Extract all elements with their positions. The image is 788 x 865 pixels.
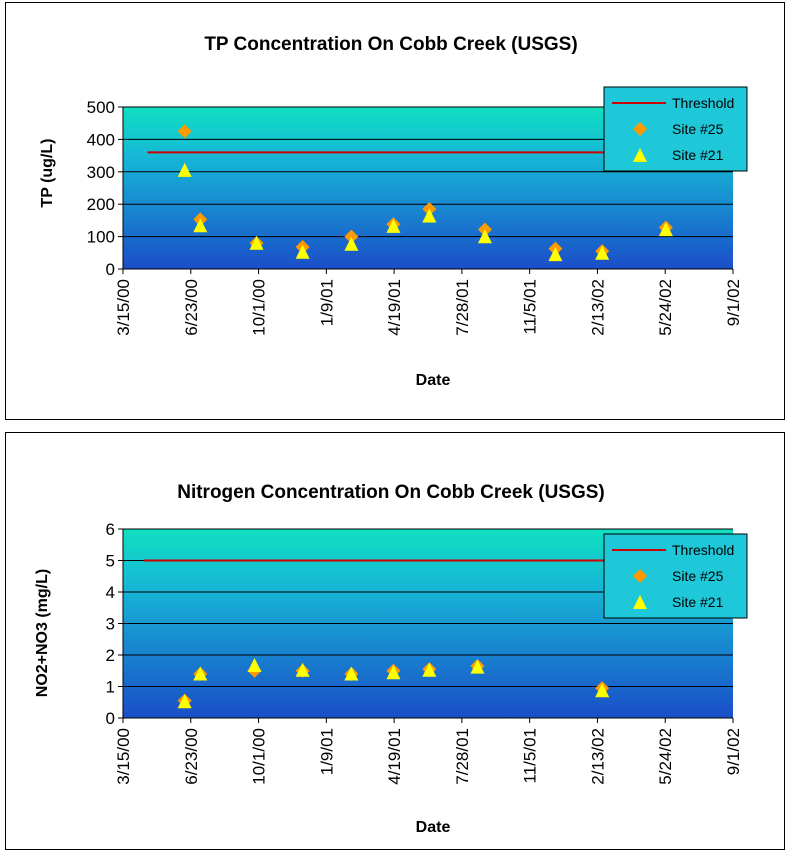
- x-tick-label: 9/1/02: [724, 728, 743, 775]
- x-tick-label: 2/13/02: [588, 279, 607, 336]
- chart-title: TP Concentration On Cobb Creek (USGS): [204, 34, 577, 55]
- chart-title: Nitrogen Concentration On Cobb Creek (US…: [177, 482, 605, 503]
- legend-box: [603, 533, 748, 619]
- x-tick-label: 3/15/00: [114, 279, 133, 336]
- data-point-site-21: [595, 683, 610, 698]
- data-point-site-21: [249, 235, 264, 250]
- y-tick-label: 4: [106, 583, 115, 602]
- y-tick-label: 300: [87, 163, 115, 182]
- tp-chart-panel: TP Concentration On Cobb Creek (USGS) TP…: [5, 2, 785, 420]
- x-tick-label: 9/1/02: [724, 279, 743, 326]
- x-tick-label: 5/24/02: [656, 728, 675, 785]
- x-tick-label: 11/5/01: [521, 279, 540, 334]
- legend-label: Threshold: [672, 95, 734, 111]
- legend-box: [603, 86, 748, 172]
- legend-label: Site #21: [672, 594, 724, 610]
- legend-triangle-swatch: [633, 148, 647, 162]
- y-tick-label: 5: [106, 552, 115, 571]
- x-tick-label: 4/19/01: [385, 728, 404, 785]
- data-point-site-21: [177, 162, 192, 177]
- legend-label: Site #25: [672, 568, 724, 584]
- data-point-site-25: [344, 229, 359, 244]
- x-tick-label: 6/23/00: [182, 279, 201, 336]
- data-point-site-21: [193, 218, 208, 233]
- y-tick-label: 1: [106, 678, 115, 697]
- x-tick-label: 3/15/00: [114, 728, 133, 785]
- x-tick-label: 7/28/01: [453, 728, 472, 785]
- y-axis-label: TP (ug/L): [39, 138, 56, 207]
- y-axis-label: NO2+NO3 (mg/L): [34, 569, 51, 697]
- x-axis-label: Date: [416, 372, 451, 389]
- data-point-site-21: [386, 665, 401, 680]
- data-point-site-21: [477, 229, 492, 244]
- data-point-site-21: [422, 662, 437, 677]
- y-tick-label: 3: [106, 615, 115, 634]
- x-tick-label: 10/1/00: [250, 279, 269, 336]
- x-tick-label: 4/19/01: [385, 279, 404, 336]
- data-point-site-21: [422, 208, 437, 223]
- nitrogen-chart-panel: Nitrogen Concentration On Cobb Creek (US…: [5, 432, 785, 850]
- x-tick-label: 5/24/02: [656, 279, 675, 336]
- y-tick-label: 6: [106, 520, 115, 539]
- x-tick-label: 2/13/02: [588, 728, 607, 785]
- x-tick-label: 7/28/01: [453, 279, 472, 336]
- x-tick-label: 1/9/01: [317, 728, 336, 775]
- data-point-site-21: [548, 247, 563, 262]
- y-tick-label: 2: [106, 646, 115, 665]
- data-point-site-21: [344, 666, 359, 681]
- legend-label: Site #21: [672, 147, 724, 163]
- y-tick-label: 0: [106, 260, 115, 279]
- x-tick-label: 1/9/01: [317, 279, 336, 326]
- data-point-site-25: [177, 124, 192, 139]
- legend-diamond-swatch: [633, 122, 647, 136]
- y-tick-label: 0: [106, 709, 115, 728]
- y-tick-label: 400: [87, 130, 115, 149]
- data-point-site-21: [658, 222, 673, 237]
- data-point-site-21: [595, 245, 610, 260]
- nitrogen-chart: Nitrogen Concentration On Cobb Creek (US…: [34, 482, 748, 836]
- y-tick-label: 200: [87, 195, 115, 214]
- data-point-site-21: [177, 694, 192, 709]
- y-tick-label: 100: [87, 228, 115, 247]
- x-axis-label: Date: [416, 819, 451, 836]
- data-point-site-21: [295, 244, 310, 259]
- data-point-site-21: [386, 218, 401, 233]
- data-point-site-21: [247, 658, 262, 673]
- data-point-site-21: [193, 666, 208, 681]
- y-tick-label: 500: [87, 98, 115, 117]
- legend-diamond-swatch: [633, 569, 647, 583]
- data-point-site-21: [295, 662, 310, 677]
- legend-label: Threshold: [672, 542, 734, 558]
- x-tick-label: 10/1/00: [250, 728, 269, 785]
- legend-label: Site #25: [672, 121, 724, 137]
- data-point-site-21: [470, 659, 485, 674]
- x-tick-label: 11/5/01: [521, 728, 540, 783]
- data-point-site-21: [344, 236, 359, 251]
- legend-triangle-swatch: [633, 595, 647, 609]
- tp-chart: TP Concentration On Cobb Creek (USGS) TP…: [39, 34, 748, 389]
- x-tick-label: 6/23/00: [182, 728, 201, 785]
